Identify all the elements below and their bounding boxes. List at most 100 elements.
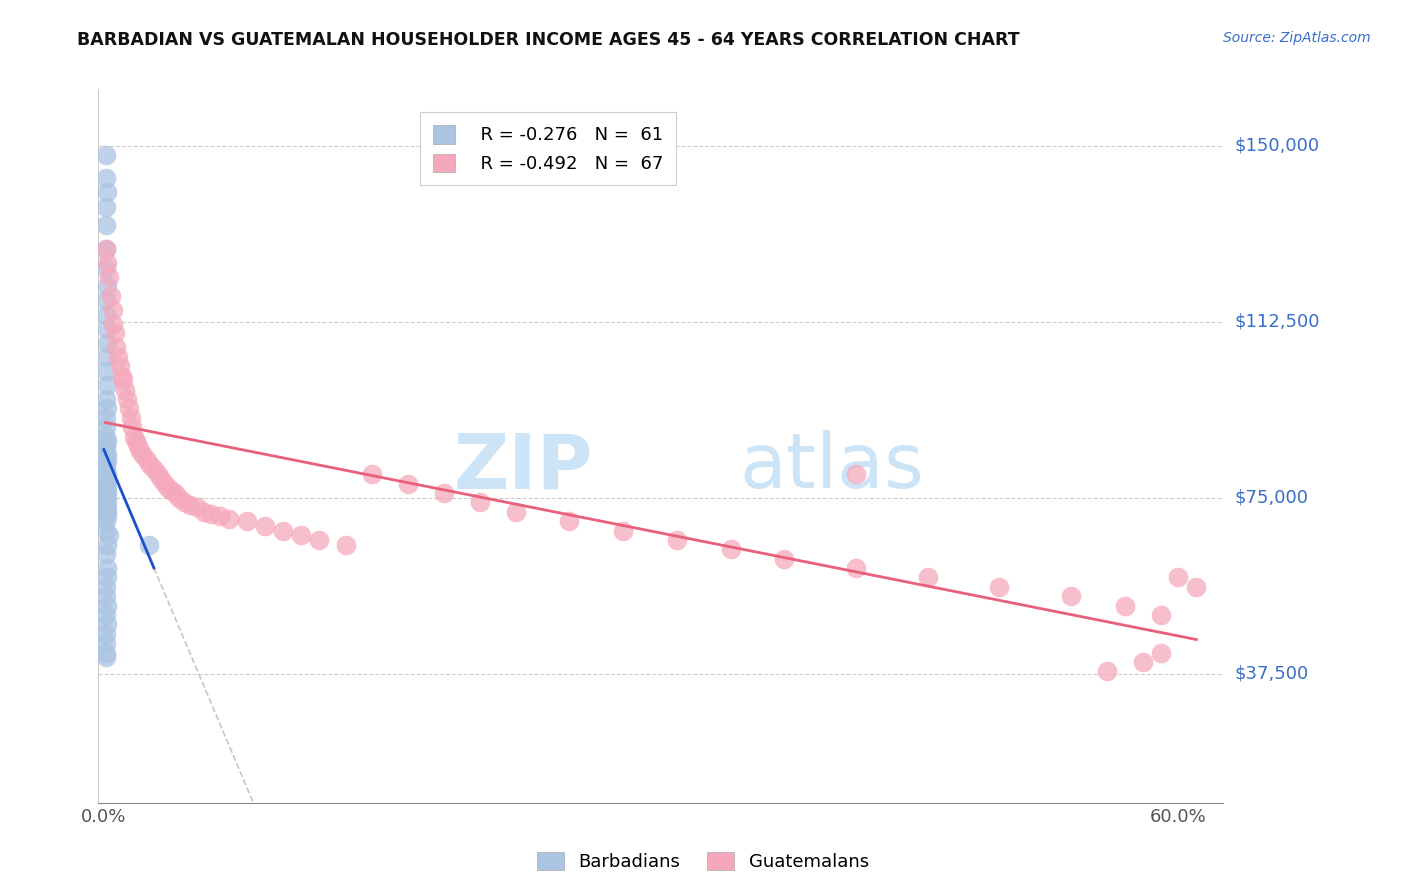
Point	[96, 279, 118, 293]
Point	[94, 650, 117, 665]
Point	[98, 528, 121, 542]
Point	[179, 498, 201, 512]
Point	[94, 242, 117, 256]
Point	[845, 467, 868, 482]
Point	[94, 500, 117, 514]
Point	[121, 420, 143, 434]
Point	[115, 392, 138, 406]
Point	[94, 308, 117, 322]
Point	[138, 538, 160, 552]
Point	[612, 524, 634, 538]
Point	[96, 472, 118, 486]
Point	[773, 551, 796, 566]
Point	[94, 219, 117, 233]
Point	[101, 317, 124, 331]
Point	[94, 488, 117, 502]
Point	[720, 542, 742, 557]
Point	[146, 467, 169, 482]
Point	[167, 491, 190, 505]
Point	[1114, 599, 1136, 613]
Text: $75,000: $75,000	[1234, 489, 1309, 507]
Point	[94, 429, 117, 443]
Point	[94, 580, 117, 594]
Point	[150, 472, 173, 486]
Point	[1132, 655, 1154, 669]
Text: $150,000: $150,000	[1234, 136, 1319, 154]
Point	[94, 439, 117, 453]
Point	[96, 570, 118, 584]
Point	[114, 383, 136, 397]
Point	[94, 547, 117, 561]
Point	[96, 378, 118, 392]
Point	[94, 200, 117, 214]
Point	[125, 434, 148, 449]
Point	[94, 462, 117, 476]
Point	[186, 500, 208, 514]
Point	[271, 524, 294, 538]
Point	[94, 392, 117, 406]
Point	[396, 476, 419, 491]
Text: ZIP: ZIP	[454, 431, 593, 504]
Point	[96, 186, 118, 200]
Point	[94, 242, 117, 256]
Point	[112, 373, 135, 387]
Point	[127, 439, 149, 453]
Point	[988, 580, 1011, 594]
Point	[94, 646, 117, 660]
Point	[96, 486, 118, 500]
Point	[1167, 570, 1189, 584]
Point	[94, 502, 117, 516]
Point	[111, 368, 134, 383]
Point	[128, 443, 150, 458]
Point	[142, 462, 165, 476]
Point	[94, 420, 117, 434]
Point	[917, 570, 939, 584]
Point	[160, 483, 183, 498]
Text: Source: ZipAtlas.com: Source: ZipAtlas.com	[1223, 31, 1371, 45]
Point	[1060, 589, 1083, 603]
Point	[1149, 607, 1171, 622]
Point	[94, 627, 117, 641]
Point	[96, 538, 118, 552]
Point	[94, 443, 117, 458]
Point	[96, 491, 118, 505]
Point	[98, 270, 121, 285]
Point	[1149, 646, 1171, 660]
Point	[94, 495, 117, 509]
Point	[335, 538, 357, 552]
Point	[433, 486, 456, 500]
Point	[94, 171, 117, 186]
Point	[108, 359, 131, 374]
Point	[209, 509, 232, 524]
Point	[94, 476, 117, 491]
Point	[94, 636, 117, 650]
Point	[94, 607, 117, 622]
Point	[845, 561, 868, 575]
Point	[505, 505, 527, 519]
Point	[165, 486, 187, 500]
Point	[96, 335, 118, 350]
Point	[558, 514, 581, 528]
Point	[468, 495, 491, 509]
Point	[96, 449, 118, 463]
Text: $37,500: $37,500	[1234, 665, 1309, 682]
Point	[153, 476, 176, 491]
Point	[139, 458, 162, 472]
Point	[120, 410, 142, 425]
Point	[94, 410, 117, 425]
Point	[96, 498, 118, 512]
Point	[290, 528, 312, 542]
Point	[200, 507, 222, 521]
Point	[236, 514, 259, 528]
Point	[96, 256, 118, 270]
Point	[94, 293, 117, 308]
Point	[94, 260, 117, 275]
Legend: Barbadians, Guatemalans: Barbadians, Guatemalans	[530, 845, 876, 879]
Point	[105, 340, 128, 354]
Point	[1185, 580, 1208, 594]
Point	[96, 453, 118, 467]
Point	[94, 507, 117, 521]
Point	[96, 509, 118, 524]
Point	[132, 449, 155, 463]
Point	[94, 514, 117, 528]
